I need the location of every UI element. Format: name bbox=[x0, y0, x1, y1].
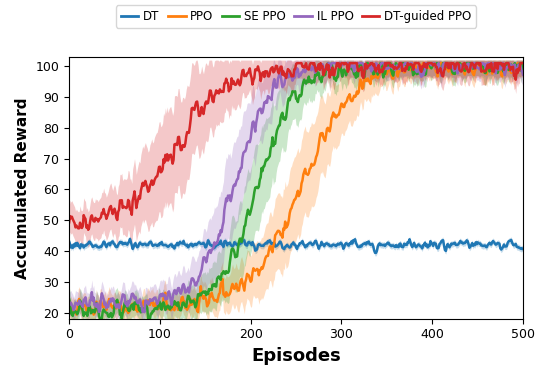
IL PPO bbox=[443, 62, 450, 66]
PPO bbox=[199, 293, 205, 298]
Line: SE PPO: SE PPO bbox=[69, 63, 523, 319]
PPO bbox=[179, 294, 186, 299]
IL PPO bbox=[365, 63, 372, 67]
PPO bbox=[520, 61, 526, 65]
SE PPO bbox=[520, 61, 526, 65]
DT-guided PPO bbox=[232, 82, 239, 87]
DT-guided PPO bbox=[443, 61, 450, 65]
IL PPO bbox=[179, 283, 186, 288]
PPO bbox=[66, 306, 73, 311]
Line: DT: DT bbox=[69, 239, 523, 253]
IL PPO bbox=[232, 183, 239, 188]
DT bbox=[520, 247, 526, 251]
DT bbox=[232, 241, 239, 245]
IL PPO bbox=[326, 61, 332, 65]
PPO bbox=[443, 65, 450, 70]
IL PPO bbox=[520, 72, 526, 77]
IL PPO bbox=[360, 62, 366, 66]
PPO bbox=[232, 285, 239, 289]
IL PPO bbox=[66, 299, 73, 304]
Line: IL PPO: IL PPO bbox=[69, 63, 523, 312]
SE PPO bbox=[360, 72, 366, 77]
X-axis label: Episodes: Episodes bbox=[251, 347, 341, 365]
SE PPO bbox=[66, 297, 73, 301]
SE PPO bbox=[443, 61, 450, 66]
DT-guided PPO bbox=[66, 220, 73, 225]
DT-guided PPO bbox=[199, 105, 205, 109]
DT bbox=[359, 242, 366, 247]
DT-guided PPO bbox=[294, 61, 300, 65]
DT bbox=[199, 242, 205, 246]
DT bbox=[373, 251, 380, 255]
DT bbox=[179, 241, 186, 246]
PPO bbox=[365, 76, 371, 81]
DT-guided PPO bbox=[360, 76, 366, 80]
DT-guided PPO bbox=[520, 61, 526, 65]
SE PPO bbox=[97, 317, 103, 321]
DT bbox=[66, 239, 73, 244]
SE PPO bbox=[179, 301, 186, 305]
Y-axis label: Accumulated Reward: Accumulated Reward bbox=[15, 97, 30, 279]
DT bbox=[443, 244, 450, 249]
Line: DT-guided PPO: DT-guided PPO bbox=[69, 63, 523, 230]
SE PPO bbox=[232, 255, 239, 260]
DT-guided PPO bbox=[365, 63, 372, 68]
Line: PPO: PPO bbox=[69, 63, 523, 315]
DT-guided PPO bbox=[85, 228, 91, 232]
IL PPO bbox=[139, 310, 146, 314]
Legend: DT, PPO, SE PPO, IL PPO, DT-guided PPO: DT, PPO, SE PPO, IL PPO, DT-guided PPO bbox=[116, 5, 476, 28]
PPO bbox=[409, 61, 416, 65]
SE PPO bbox=[199, 291, 205, 296]
DT-guided PPO bbox=[179, 143, 186, 147]
SE PPO bbox=[347, 61, 354, 65]
PPO bbox=[90, 312, 97, 317]
IL PPO bbox=[199, 267, 205, 272]
PPO bbox=[359, 87, 366, 91]
DT bbox=[365, 241, 371, 245]
DT bbox=[126, 237, 133, 241]
SE PPO bbox=[365, 64, 372, 69]
